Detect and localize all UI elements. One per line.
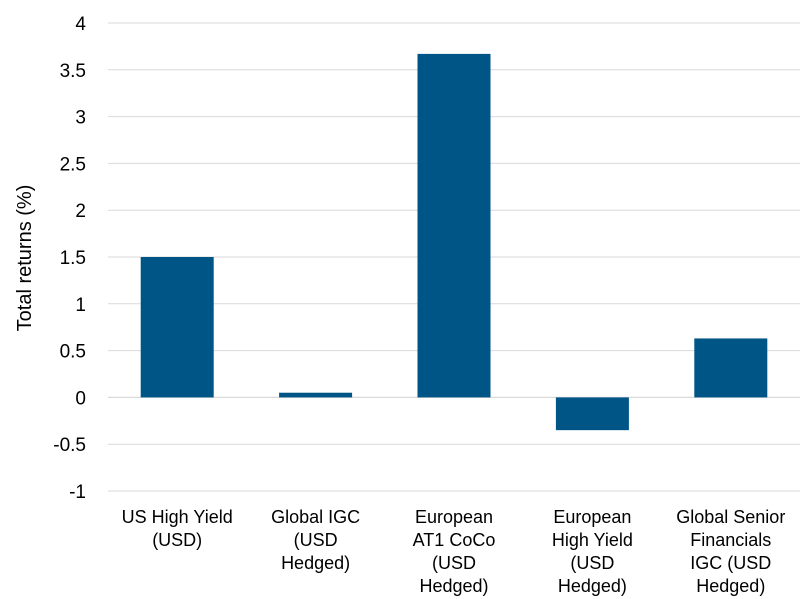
y-tick-label: 2.5 bbox=[60, 154, 86, 175]
bar bbox=[555, 397, 629, 431]
y-axis-label: Total returns (%) bbox=[14, 185, 36, 332]
bar bbox=[140, 257, 214, 398]
y-tick-label: 0 bbox=[75, 388, 86, 409]
y-tick-label: 3.5 bbox=[60, 61, 86, 82]
x-category-label: Global Senior Financials IGC (USD Hedged) bbox=[676, 507, 785, 596]
x-category-label: US High Yield (USD) bbox=[122, 507, 233, 550]
x-category-label: European High Yield (USD Hedged) bbox=[552, 507, 633, 596]
bars bbox=[140, 53, 768, 431]
bar bbox=[417, 53, 491, 398]
y-tick-label: 4 bbox=[75, 14, 86, 35]
x-axis-labels: US High Yield (USD) Global IGC (USD Hedged) E… bbox=[122, 507, 786, 596]
y-axis-ticks: -1 -0.5 0 0.5 1 1.5 2 2.5 3 3.5 4 bbox=[53, 14, 86, 503]
x-category-label: European AT1 CoCo (USD Hedged) bbox=[413, 507, 496, 596]
bar bbox=[694, 338, 768, 398]
y-tick-label: 3 bbox=[75, 108, 86, 129]
y-tick-label: 1 bbox=[75, 295, 86, 316]
y-tick-label: 2 bbox=[75, 201, 86, 222]
x-category-label: Global IGC (USD Hedged) bbox=[271, 507, 360, 573]
y-tick-label: 0.5 bbox=[60, 342, 86, 363]
y-tick-label: 1.5 bbox=[60, 248, 86, 269]
y-tick-label: -0.5 bbox=[53, 435, 86, 456]
y-tick-label: -1 bbox=[69, 482, 86, 503]
bar bbox=[279, 392, 353, 398]
